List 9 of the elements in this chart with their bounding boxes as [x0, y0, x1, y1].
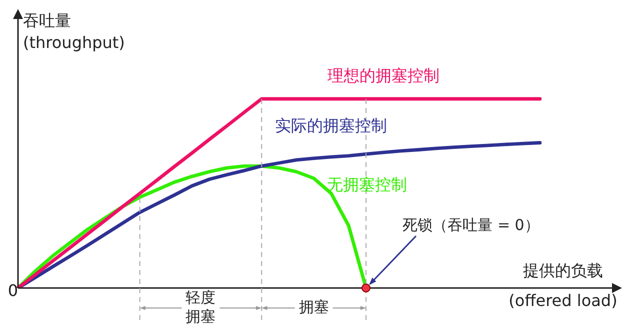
- series-label: 实际的拥塞控制: [275, 116, 388, 136]
- x-axis-title: 提供的负载 (offered load): [508, 261, 618, 310]
- annotation: 死锁（吞吐量 = 0）: [402, 216, 540, 234]
- annotation: 0: [8, 281, 18, 300]
- text: 轻度拥塞: [186, 288, 216, 326]
- series-label: 无拥塞控制: [326, 174, 407, 194]
- series-label: 理想的拥塞控制: [327, 66, 440, 86]
- y-axis-title: 吞吐量 (throughput): [23, 11, 125, 52]
- text: 拥塞: [298, 298, 329, 316]
